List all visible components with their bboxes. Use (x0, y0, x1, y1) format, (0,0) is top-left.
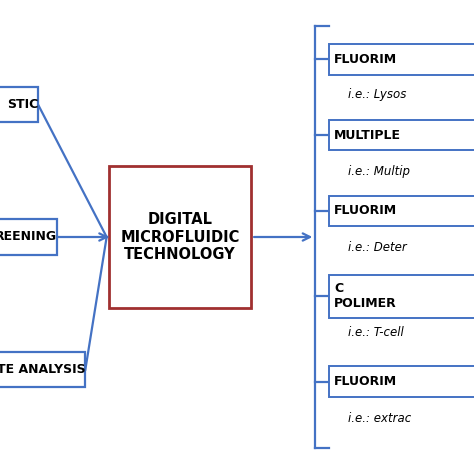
FancyBboxPatch shape (329, 275, 474, 318)
Text: i.e.: T-cell: i.e.: T-cell (348, 326, 404, 339)
FancyBboxPatch shape (109, 166, 251, 308)
Text: i.e.: Lysos: i.e.: Lysos (348, 88, 407, 101)
FancyBboxPatch shape (0, 352, 85, 388)
FancyBboxPatch shape (329, 366, 474, 397)
Text: STIC: STIC (7, 98, 38, 111)
Text: i.e.: extrac: i.e.: extrac (348, 411, 411, 425)
Text: FLUORIM: FLUORIM (334, 204, 397, 218)
Text: C
POLIMER: C POLIMER (334, 282, 397, 310)
Text: DIGITAL
MICROFLUIDIC
TECHNOLOGY: DIGITAL MICROFLUIDIC TECHNOLOGY (120, 212, 240, 262)
Text: TE ANALYSIS: TE ANALYSIS (0, 363, 85, 376)
Text: REENING: REENING (0, 230, 57, 244)
Text: FLUORIM: FLUORIM (334, 53, 397, 66)
FancyBboxPatch shape (329, 195, 474, 226)
FancyBboxPatch shape (0, 87, 38, 122)
Text: FLUORIM: FLUORIM (334, 375, 397, 388)
FancyBboxPatch shape (329, 120, 474, 151)
Text: i.e.: Multip: i.e.: Multip (348, 165, 410, 178)
Text: MULTIPLE: MULTIPLE (334, 128, 401, 142)
FancyBboxPatch shape (329, 44, 474, 74)
FancyBboxPatch shape (0, 219, 57, 255)
Text: i.e.: Deter: i.e.: Deter (348, 241, 407, 254)
